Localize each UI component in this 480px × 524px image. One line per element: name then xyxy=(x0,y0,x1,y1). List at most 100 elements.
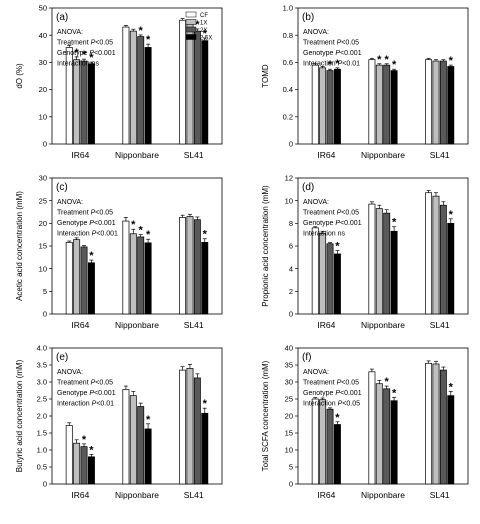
significance-star: * xyxy=(146,229,151,241)
bar-1X-SL41 xyxy=(432,195,440,315)
y-tick-label: 0 xyxy=(43,310,47,319)
bar-2X-SL41 xyxy=(439,60,447,145)
bar-2.5X-Nipponbare xyxy=(144,428,152,485)
significance-star: * xyxy=(385,376,390,388)
y-axis-label: TOMD xyxy=(261,64,270,88)
legend-label: 1X xyxy=(200,20,207,26)
bar-1X-Nipponbare xyxy=(375,208,383,315)
anova-text-line: Treatment P<0.05 xyxy=(303,380,359,387)
bar-1X-Nipponbare xyxy=(375,64,383,145)
significance-star: * xyxy=(335,241,340,253)
x-category-label: IR64 xyxy=(71,490,89,500)
anova-text-line: Genotype P<0.001 xyxy=(57,220,116,227)
bar-CF-IR64 xyxy=(311,64,319,145)
x-category-label: Nipponbare xyxy=(115,150,159,160)
bar-1X-IR64 xyxy=(319,233,327,315)
bar-1X-IR64 xyxy=(73,239,81,315)
y-tick-label: 1.0 xyxy=(283,4,293,13)
bar-CF-IR64 xyxy=(311,398,319,485)
y-tick-label: 20 xyxy=(39,85,47,94)
y-tick-label: 5 xyxy=(289,463,293,472)
x-category-label: IR64 xyxy=(71,320,89,330)
y-tick-label: 30 xyxy=(285,378,293,387)
anova-text-line: Interaction P<0.01 xyxy=(57,401,114,408)
anova-text-line: ANOVA: xyxy=(303,199,329,206)
y-tick-label: 3.5 xyxy=(37,361,47,370)
significance-star: * xyxy=(377,54,382,66)
y-axis-label: Butyric acid concentration (mM) xyxy=(15,359,24,472)
significance-star: * xyxy=(335,58,340,70)
x-category-label: SL41 xyxy=(430,320,450,330)
significance-star: * xyxy=(139,25,144,37)
significance-star: * xyxy=(392,59,397,71)
anova-text-line: Interaction P<0.01 xyxy=(303,61,360,68)
y-tick-label: 25 xyxy=(285,395,293,404)
anova-text-line: ANOVA: xyxy=(303,29,329,36)
chart-panel-d: 0 2 4 6 8 10 12 Propionic acid concentration (m… xyxy=(261,174,469,330)
y-tick-label: 30 xyxy=(39,174,47,183)
bar-CF-IR64 xyxy=(65,242,73,315)
anova-text-line: Interaction P<0.001 xyxy=(57,231,118,238)
y-axis-label: dO (%) xyxy=(15,63,24,89)
significance-star: * xyxy=(146,414,151,426)
significance-star: * xyxy=(449,209,454,221)
y-tick-label: 50 xyxy=(39,4,47,13)
panel-label: (e) xyxy=(56,352,68,363)
significance-star: * xyxy=(139,225,144,237)
x-category-label: IR64 xyxy=(71,150,89,160)
anova-text-line: Treatment P<0.05 xyxy=(57,380,113,387)
bar-CF-Nipponbare xyxy=(122,26,130,145)
significance-star: * xyxy=(74,47,79,59)
panel-label: (c) xyxy=(56,182,68,193)
y-tick-label: 20 xyxy=(285,412,293,421)
x-category-label: Nipponbare xyxy=(361,490,405,500)
bar-2X-Nipponbare xyxy=(383,212,391,315)
legend-swatch-CF xyxy=(185,11,197,18)
bar-1X-IR64 xyxy=(319,399,327,485)
bar-2.5X-Nipponbare xyxy=(390,400,398,485)
anova-text-line: Genotype P<0.001 xyxy=(303,220,362,227)
y-tick-label: 0.4 xyxy=(283,85,293,94)
bar-CF-Nipponbare xyxy=(122,389,130,485)
bar-2.5X-SL41 xyxy=(447,395,455,485)
bar-1X-SL41 xyxy=(432,363,440,485)
bar-2X-SL41 xyxy=(193,30,201,145)
x-category-label: Nipponbare xyxy=(115,490,159,500)
y-tick-label: 10 xyxy=(39,264,47,273)
legend-label: 2.5X xyxy=(200,35,212,41)
bar-2X-IR64 xyxy=(326,70,334,145)
y-tick-label: 0 xyxy=(289,480,293,489)
bar-2.5X-SL41 xyxy=(201,412,209,485)
bar-2.5X-IR64 xyxy=(333,68,341,145)
y-tick-label: 10 xyxy=(285,196,293,205)
significance-star: * xyxy=(89,250,94,262)
legend-label: CF xyxy=(200,13,208,19)
legend-swatch-2.5X xyxy=(185,34,197,40)
bar-2.5X-IR64 xyxy=(333,424,341,485)
bar-2.5X-Nipponbare xyxy=(144,47,152,145)
x-category-label: SL41 xyxy=(184,320,204,330)
bar-2X-Nipponbare xyxy=(383,388,391,485)
bar-1X-SL41 xyxy=(186,368,194,485)
y-axis-label: Total SCFA concentration (mM) xyxy=(261,360,270,471)
bar-2.5X-Nipponbare xyxy=(390,70,398,145)
y-tick-label: 0.5 xyxy=(37,463,47,472)
bar-1X-IR64 xyxy=(73,442,81,485)
anova-text-line: Treatment P<0.05 xyxy=(303,210,359,217)
anova-text-line: Interaction ns xyxy=(303,231,346,238)
x-category-label: Nipponbare xyxy=(115,320,159,330)
bar-2.5X-Nipponbare xyxy=(144,242,152,315)
y-tick-label: 4.0 xyxy=(37,344,47,353)
legend-swatch-1X xyxy=(185,19,197,25)
y-tick-label: 1.0 xyxy=(37,446,47,455)
bar-1X-Nipponbare xyxy=(129,233,137,315)
bar-CF-SL41 xyxy=(179,369,187,485)
y-tick-label: 0 xyxy=(289,310,293,319)
bar-CF-SL41 xyxy=(425,192,433,315)
bar-2X-SL41 xyxy=(439,204,447,315)
bar-2.5X-IR64 xyxy=(87,456,95,485)
significance-star: * xyxy=(82,434,87,446)
y-tick-label: 1.5 xyxy=(37,429,47,438)
